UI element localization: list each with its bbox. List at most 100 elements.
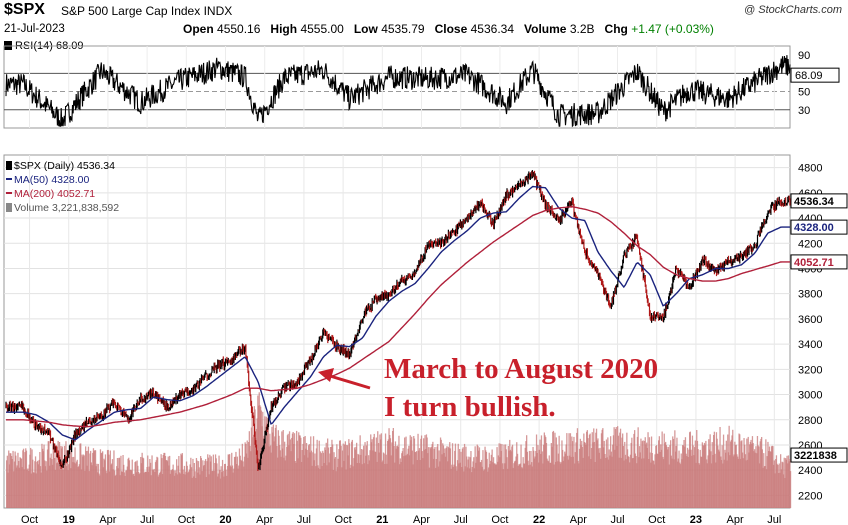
- volume-bar: [165, 460, 167, 508]
- volume-bar: [436, 446, 438, 508]
- volume-bar: [695, 462, 697, 508]
- volume-bar: [519, 463, 521, 508]
- volume-bar: [537, 445, 539, 508]
- volume-bar: [178, 456, 180, 508]
- volume-bar: [447, 446, 449, 508]
- volume-bar: [553, 464, 555, 508]
- volume-bar: [626, 449, 629, 508]
- volume-bar: [647, 432, 649, 508]
- volume-bar: [127, 458, 129, 508]
- volume-bar: [481, 466, 483, 508]
- volume-bar: [674, 451, 677, 508]
- volume-bar: [375, 452, 377, 508]
- volume-bar: [653, 460, 655, 508]
- volume-bar: [112, 469, 114, 508]
- volume-bar: [286, 435, 289, 508]
- price-tick-label: 4800: [798, 163, 822, 175]
- volume-bar: [376, 461, 378, 508]
- volume-bar: [170, 470, 172, 508]
- volume-bar: [128, 460, 131, 508]
- volume-bar: [128, 457, 130, 508]
- volume-bar: [327, 447, 330, 508]
- volume-bar: [296, 440, 298, 508]
- volume-bar: [367, 464, 369, 508]
- volume-bar: [26, 469, 28, 508]
- volume-bar: [157, 476, 159, 508]
- volume-bar: [775, 459, 777, 508]
- annotation-arrow-head: [318, 368, 334, 382]
- volume-bar: [420, 438, 422, 508]
- volume-bar: [142, 458, 145, 508]
- volume-bar: [294, 461, 296, 508]
- volume-bar: [601, 429, 603, 508]
- volume-bar: [721, 445, 723, 508]
- volume-bar: [545, 437, 547, 508]
- volume-bar: [490, 460, 492, 508]
- volume-bar: [538, 462, 540, 508]
- volume-bar: [279, 450, 282, 508]
- volume-bar: [496, 447, 498, 508]
- volume-bar: [517, 465, 519, 508]
- volume-bar: [48, 441, 50, 508]
- volume-bar: [285, 455, 287, 508]
- volume-bar: [576, 428, 579, 508]
- volume-bar: [396, 446, 398, 508]
- volume-bar: [67, 470, 69, 508]
- volume-bar: [742, 458, 744, 508]
- volume-bar: [164, 456, 167, 508]
- volume-bar: [631, 437, 633, 508]
- volume-bar: [355, 446, 357, 508]
- x-tick-label: Jul: [767, 514, 781, 525]
- ma200-value-badge-text: 4052.71: [794, 257, 834, 269]
- volume-bar: [421, 451, 423, 508]
- volume-bar: [304, 436, 306, 508]
- price-value-badge: [790, 193, 848, 209]
- volume-bar: [313, 460, 315, 508]
- volume-bar: [397, 447, 399, 508]
- volume-bar: [30, 447, 32, 508]
- volume-bar: [75, 461, 78, 508]
- volume-bar: [703, 442, 706, 508]
- volume-bar: [629, 462, 631, 508]
- volume-bar: [617, 435, 620, 508]
- volume-bar: [747, 436, 749, 508]
- volume-bar: [82, 454, 85, 508]
- volume-bar: [108, 454, 110, 508]
- volume-bar: [775, 455, 778, 508]
- volume-bar: [439, 461, 441, 508]
- volume-bar: [408, 445, 410, 508]
- volume-bar: [328, 462, 330, 508]
- volume-bar: [634, 430, 636, 508]
- volume-bar: [223, 476, 225, 508]
- volume-bar: [226, 466, 229, 508]
- volume-bar: [762, 467, 764, 508]
- volume-bar: [228, 454, 230, 508]
- volume-bar: [539, 439, 541, 508]
- volume-bar: [648, 437, 651, 508]
- volume-bar: [123, 472, 126, 508]
- volume-bar: [272, 424, 274, 508]
- volume-bar: [432, 441, 434, 508]
- volume-bar: [197, 472, 199, 508]
- volume-bar: [145, 471, 147, 508]
- volume-bar: [306, 449, 308, 508]
- volume-bar: [166, 460, 168, 508]
- volume-bar: [183, 465, 186, 508]
- volume-bar: [423, 449, 425, 508]
- volume-bar: [225, 469, 227, 508]
- volume-bar: [615, 427, 617, 508]
- volume-bar: [233, 457, 236, 508]
- volume-bar: [550, 462, 552, 508]
- volume-bar: [65, 441, 67, 508]
- volume-bar: [317, 465, 319, 508]
- volume-bar: [137, 465, 139, 508]
- volume-bar: [222, 470, 224, 508]
- volume-bar: [572, 456, 574, 508]
- volume-bar: [334, 457, 337, 508]
- volume-bar: [209, 461, 212, 508]
- volume-bar: [207, 454, 209, 508]
- volume-bar: [31, 449, 33, 508]
- volume-bar: [211, 471, 213, 508]
- volume-bar: [735, 444, 737, 508]
- price-tick-label: 3800: [798, 289, 822, 301]
